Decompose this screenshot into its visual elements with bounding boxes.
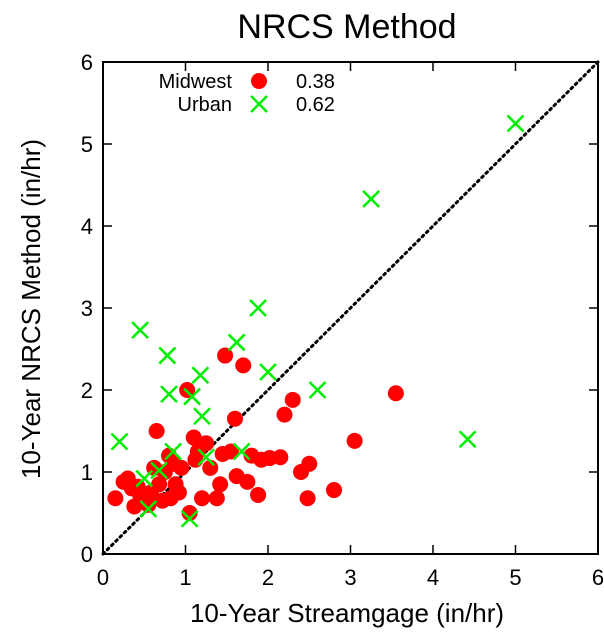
urban-point [139,500,158,518]
midwest-point [284,391,301,408]
midwest-point [107,490,124,507]
urban-point [362,190,381,208]
midwest-point [299,490,316,507]
y-tick-label: 6 [81,50,93,75]
midwest-point [222,443,239,460]
urban-point [131,321,150,340]
urban-point [308,381,327,399]
y-tick-label: 1 [81,460,93,485]
urban-point [158,346,177,365]
midwest-point [235,357,252,374]
midwest-point [250,486,267,503]
urban-point [183,387,201,406]
y-tick-label: 0 [81,542,93,567]
urban-point [227,333,246,352]
legend-marker-urban [250,95,268,113]
urban-point [249,299,267,317]
urban-point [164,442,183,461]
midwest-point [198,435,215,452]
y-tick-label: 3 [81,296,93,321]
midwest-point [170,484,187,501]
midwest-point [217,347,234,364]
midwest-point [301,455,318,472]
x-tick-label: 1 [179,565,191,590]
midwest-point [387,385,404,402]
midwest-point [212,476,229,493]
x-tick-label: 6 [592,565,604,590]
midwest-point [346,432,363,449]
urban-point [160,385,178,403]
y-tick-label: 2 [81,378,93,403]
chart-title: NRCS Method [237,8,456,46]
urban-point [180,509,199,528]
midwest-point [185,429,202,446]
urban-point [506,114,525,133]
midwest-point [151,476,168,493]
legend-label-midwest: Midwest [159,71,233,93]
y-tick-label: 5 [81,132,93,157]
urban-point [135,469,154,488]
x-tick-label: 2 [262,565,274,590]
midwest-point [227,410,243,427]
legend-value-urban: 0.62 [296,94,335,116]
midwest-point [173,459,190,476]
y-tick-label: 4 [81,214,93,239]
legend-value-midwest: 0.38 [296,71,335,93]
midwest-point [239,473,256,490]
legend-marker-midwest [251,73,267,89]
midwest-point [181,505,198,521]
plot-frame [102,61,599,555]
midwest-point [326,482,342,499]
x-tick-label: 3 [344,565,356,590]
x-axis-label: 10-Year Streamgage (in/hr) [190,598,504,628]
midwest-point [272,449,289,466]
urban-point [191,366,210,385]
urban-point [259,363,277,381]
midwest-point [276,406,293,423]
urban-point [232,442,251,461]
midwest-point [148,423,165,439]
urban-point [110,432,129,451]
x-tick-label: 0 [97,565,109,590]
y-axis-label: 10-Year NRCS Method (in/hr) [16,139,46,479]
urban-point [197,448,216,467]
midwest-point [208,490,225,507]
midwest-point [140,496,157,513]
midwest-point [194,490,210,507]
urban-point [193,407,211,426]
urban-point [150,461,168,480]
urban-point [458,430,477,449]
legend-label-urban: Urban [178,94,232,116]
x-tick-label: 5 [509,565,521,590]
plot-area: 0 1 2 3 4 5 6 0 1 2 3 4 5 6 Midwest 0.38 Urban 0.62 [81,50,604,590]
x-tick-label: 4 [427,565,439,590]
